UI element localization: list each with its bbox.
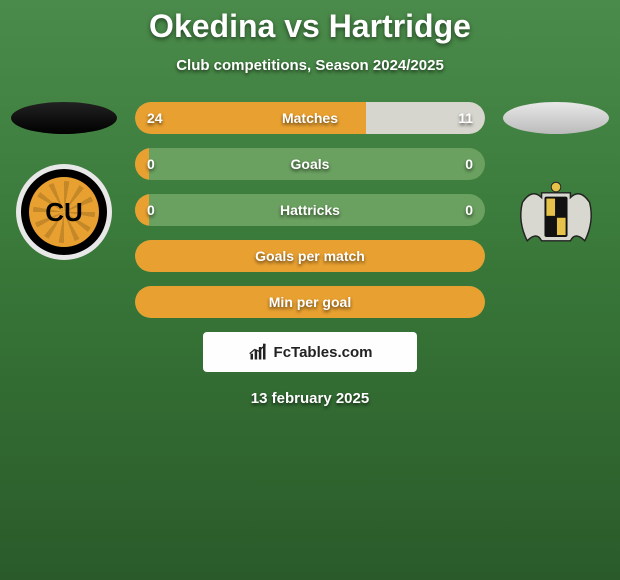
right-column xyxy=(501,102,611,260)
bar-value-left: 0 xyxy=(147,202,155,218)
bar-label: Goals xyxy=(291,156,330,172)
brand-watermark: FcTables.com xyxy=(203,332,417,372)
bar-value-right: 0 xyxy=(465,156,473,172)
page-title: Okedina vs Hartridge xyxy=(0,8,620,45)
stat-bar: Goals per match xyxy=(135,240,485,272)
chart-icon xyxy=(248,342,268,362)
infographic-container: Okedina vs Hartridge Club competitions, … xyxy=(0,0,620,407)
left-club-badge: CU xyxy=(16,164,112,260)
main-row: CU 24 11 Matches 0 0 Goals 0 0 Hattricks Goals pe… xyxy=(0,102,620,318)
date-label: 13 february 2025 xyxy=(0,390,620,407)
bar-label: Min per goal xyxy=(269,294,351,310)
bar-label: Goals per match xyxy=(255,248,365,264)
left-column: CU xyxy=(9,102,119,260)
bar-label: Matches xyxy=(282,110,338,126)
left-club-badge-text: CU xyxy=(29,177,99,247)
stat-bar: 24 11 Matches xyxy=(135,102,485,134)
bar-value-left: 0 xyxy=(147,156,155,172)
stat-bar: 0 0 Hattricks xyxy=(135,194,485,226)
stats-bars: 24 11 Matches 0 0 Goals 0 0 Hattricks Goals per m… xyxy=(135,102,485,318)
stat-bar: 0 0 Goals xyxy=(135,148,485,180)
bar-value-right: 11 xyxy=(458,110,473,126)
bar-value-left: 24 xyxy=(147,110,163,126)
stat-bar: Min per goal xyxy=(135,286,485,318)
crest-icon xyxy=(508,172,604,252)
subtitle: Club competitions, Season 2024/2025 xyxy=(0,57,620,74)
left-player-oval xyxy=(11,102,117,134)
bar-value-right: 0 xyxy=(465,202,473,218)
right-club-badge xyxy=(508,164,604,260)
bar-label: Hattricks xyxy=(280,202,340,218)
brand-label: FcTables.com xyxy=(274,344,373,361)
right-player-oval xyxy=(503,102,609,134)
